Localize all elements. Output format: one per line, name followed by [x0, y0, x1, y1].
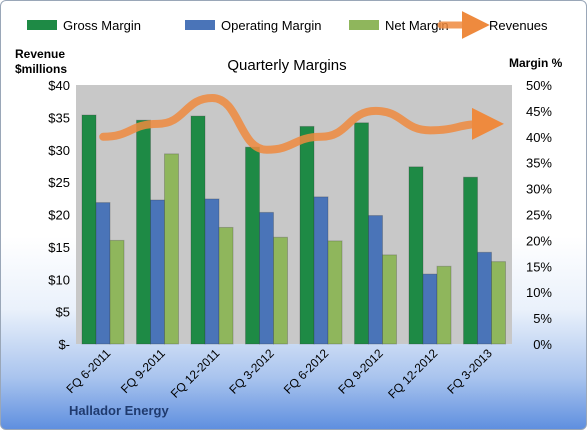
right-tick-label: 50%	[526, 78, 552, 93]
bar-operating-margin-fq-3-2012	[259, 211, 274, 345]
bar-operating-margin-fq-6-2012	[313, 196, 329, 345]
legend-swatch-gross-margin	[27, 20, 57, 30]
bar-operating-margin-fq-9-2011	[150, 199, 165, 345]
left-tick-label: $35	[48, 110, 70, 125]
x-tick-label: FQ 12-2011	[168, 346, 223, 401]
right-tick-label: 20%	[526, 233, 552, 248]
x-tick-label: FQ 9-2011	[118, 346, 168, 396]
bar-operating-margin-fq-12-2011	[204, 198, 220, 345]
left-tick-label: $10	[48, 272, 70, 287]
company-name: Hallador Energy	[69, 403, 169, 418]
x-axis-labels: FQ 6-2011 FQ 9-2011 FQ 12-2011 FQ 3-2012 FQ …	[64, 346, 496, 401]
right-tick-label: 0%	[533, 337, 552, 352]
bars-group	[81, 114, 506, 345]
legend: Gross Margin Operating Margin Net Margin Re…	[27, 11, 548, 39]
revenues-line-group	[99, 93, 504, 154]
left-tick-label: $40	[48, 78, 70, 93]
bar-operating-margin-fq-12-2012	[422, 273, 438, 345]
bar-net-margin-fq-12-2011	[218, 226, 234, 345]
right-tick-label: 40%	[526, 130, 552, 145]
left-axis-label-line1: Revenue	[15, 47, 65, 61]
x-tick-label: FQ 6-2012	[281, 346, 332, 397]
right-tick-label: 35%	[526, 156, 552, 171]
legend-swatch-net-margin	[349, 20, 379, 30]
right-tick-label: 10%	[526, 285, 552, 300]
bar-net-margin-fq-6-2011	[109, 239, 125, 345]
left-tick-label: $15	[48, 240, 70, 255]
bar-operating-margin-fq-3-2013	[477, 251, 492, 345]
right-tick-label: 25%	[526, 208, 552, 223]
legend-label-operating-margin: Operating Margin	[221, 18, 321, 33]
right-tick-label: 30%	[526, 182, 552, 197]
bar-operating-margin-fq-6-2011	[95, 202, 111, 345]
left-tick-label: $-	[58, 337, 70, 352]
revenues-point-fq-3-2012	[266, 149, 268, 151]
x-tick-label: FQ 3-2013	[444, 346, 495, 397]
bar-net-margin-fq-6-2012	[327, 240, 343, 345]
revenues-point-fq-6-2012	[320, 136, 322, 138]
revenues-point-fq-3-2013	[484, 123, 486, 125]
bar-gross-margin-fq-12-2011	[190, 115, 206, 345]
bar-net-margin-fq-3-2013	[491, 261, 506, 345]
revenues-point-fq-6-2011	[102, 136, 104, 138]
chart-title: Quarterly Margins	[227, 57, 346, 74]
bar-gross-margin-fq-9-2011	[136, 119, 151, 345]
bar-gross-margin-fq-12-2012	[408, 166, 424, 345]
x-tick-label: FQ 3-2012	[226, 346, 277, 397]
revenues-point-fq-12-2011	[211, 97, 213, 99]
revenues-point-fq-9-2012	[375, 110, 377, 112]
revenues-line	[99, 93, 504, 154]
x-tick-label: FQ 12-2012	[385, 346, 440, 401]
x-tick-label: FQ 9-2012	[335, 346, 386, 397]
bar-net-margin-fq-12-2012	[436, 265, 452, 345]
bar-net-margin-fq-9-2011	[164, 153, 179, 345]
revenues-point-fq-9-2011	[157, 123, 159, 125]
left-axis-ticks: $- $5 $10 $15 $20 $25 $30 $35 $40	[48, 78, 70, 352]
legend-label-gross-margin: Gross Margin	[63, 18, 141, 33]
bar-gross-margin-fq-9-2012	[354, 122, 369, 345]
right-tick-label: 15%	[526, 259, 552, 274]
legend-label-revenues: Revenues	[489, 18, 548, 33]
bar-gross-margin-fq-6-2011	[81, 114, 97, 345]
bar-gross-margin-fq-3-2013	[463, 176, 478, 345]
right-tick-label: 5%	[533, 311, 552, 326]
bar-operating-margin-fq-9-2012	[368, 215, 383, 345]
left-tick-label: $20	[48, 208, 70, 223]
left-tick-label: $30	[48, 143, 70, 158]
bar-gross-margin-fq-6-2012	[299, 125, 315, 345]
left-tick-label: $25	[48, 175, 70, 190]
revenues-point-fq-12-2012	[429, 129, 431, 131]
legend-swatch-operating-margin	[185, 20, 215, 30]
left-tick-label: $5	[56, 305, 70, 320]
bar-net-margin-fq-3-2012	[273, 236, 288, 345]
right-axis-label: Margin %	[509, 56, 563, 70]
right-tick-label: 45%	[526, 104, 552, 119]
right-axis-ticks: 0% 5% 10% 15% 20% 25% 30% 35% 40% 45% 50%	[526, 78, 552, 352]
left-axis-label-line2: $millions	[15, 62, 67, 76]
bar-gross-margin-fq-3-2012	[245, 146, 260, 345]
x-tick-label: FQ 6-2011	[64, 346, 114, 396]
bar-net-margin-fq-9-2012	[382, 254, 397, 345]
legend-label-net-margin: Net Margin	[385, 18, 449, 33]
